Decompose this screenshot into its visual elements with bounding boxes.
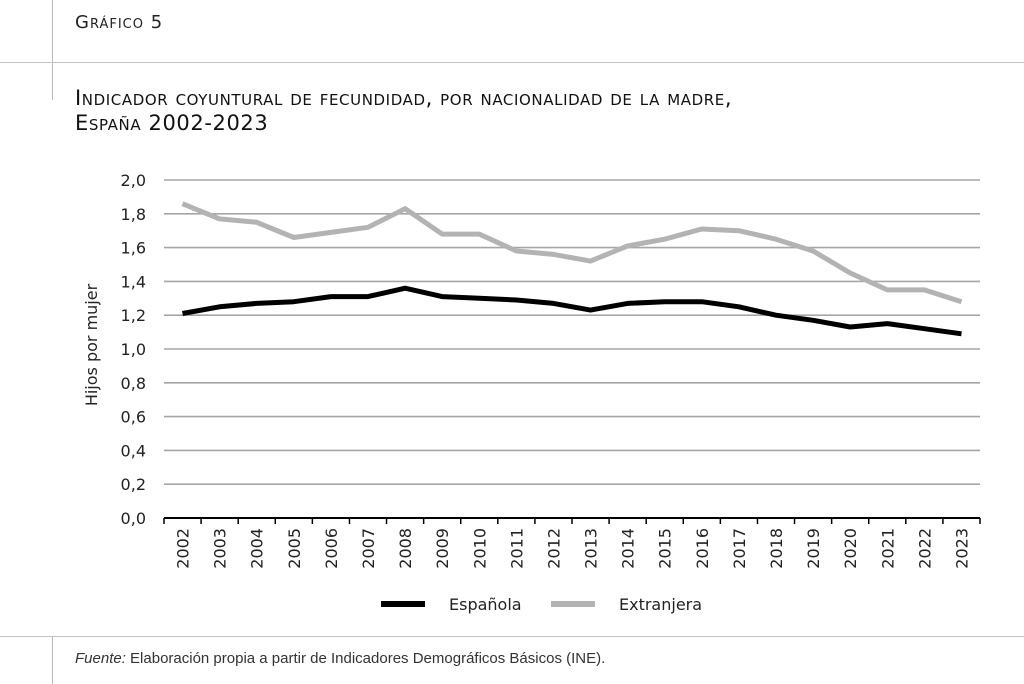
header-divider [0,62,1024,63]
x-tick-label: 2004 [248,528,267,569]
y-tick-label: 0,6 [121,408,146,427]
source-prefix: Fuente: [75,650,126,667]
x-tick-label: 2011 [507,528,526,569]
x-tick-label: 2017 [730,528,749,569]
chart-title: Indicador coyuntural de fecundidad, por … [75,86,955,136]
y-tick-label: 1,2 [121,306,146,325]
x-tick-label: 2014 [619,528,638,569]
source-text: Elaboración propia a partir de Indicador… [130,650,606,667]
footer-divider [0,636,1024,637]
x-tick-label: 2010 [470,528,489,569]
y-tick-label: 0,8 [121,374,146,393]
y-tick-label: 1,0 [121,340,146,359]
y-tick-label: 0,4 [121,441,146,460]
x-tick-label: 2008 [396,528,415,569]
source-note: Fuente: Elaboración propia a partir de I… [75,650,605,667]
chart-title-line-2: España 2002-2023 [75,111,269,135]
x-tick-label: 2013 [582,528,601,569]
x-tick-label: 2003 [211,528,230,569]
x-tick-label: 2015 [656,528,675,569]
y-tick-label: 1,6 [121,239,146,258]
y-tick-label: 1,4 [121,272,146,291]
y-tick-label: 1,8 [121,205,146,224]
figure-label: Gráfico 5 [75,12,164,33]
bottom-left-rule [52,636,53,684]
legend-label: Extranjera [619,595,702,614]
y-tick-label: 2,0 [121,171,146,190]
top-left-rule [52,0,53,100]
y-axis-label: Hijos por mujer [82,283,101,406]
series-line-extranjera [181,201,963,305]
x-tick-label: 2022 [915,528,934,569]
x-tick-label: 2021 [878,528,897,569]
x-tick-label: 2023 [952,528,971,569]
x-tick-label: 2018 [767,528,786,569]
y-tick-label: 0,0 [121,509,146,528]
line-chart: 0,0 0,2 0,4 0,6 0,8 1,0 1,2 1,4 1,6 1,8 2,0 2002 200… [82,171,981,614]
x-tick-label: 2019 [804,528,823,569]
x-tick-label: 2002 [174,528,193,569]
y-tick-label: 0,2 [121,475,146,494]
legend-label: Española [449,595,522,614]
chart-title-line-1: Indicador coyuntural de fecundidad, por … [75,86,733,110]
x-tick-label: 2009 [433,528,452,569]
x-tick-label: 2005 [285,528,304,569]
x-tick-label: 2012 [544,528,563,569]
x-tick-label: 2020 [841,528,860,569]
x-tick-label: 2006 [322,528,341,569]
x-tick-label: 2007 [359,528,378,569]
x-tick-label: 2016 [693,528,712,569]
series-line-española [182,285,962,337]
